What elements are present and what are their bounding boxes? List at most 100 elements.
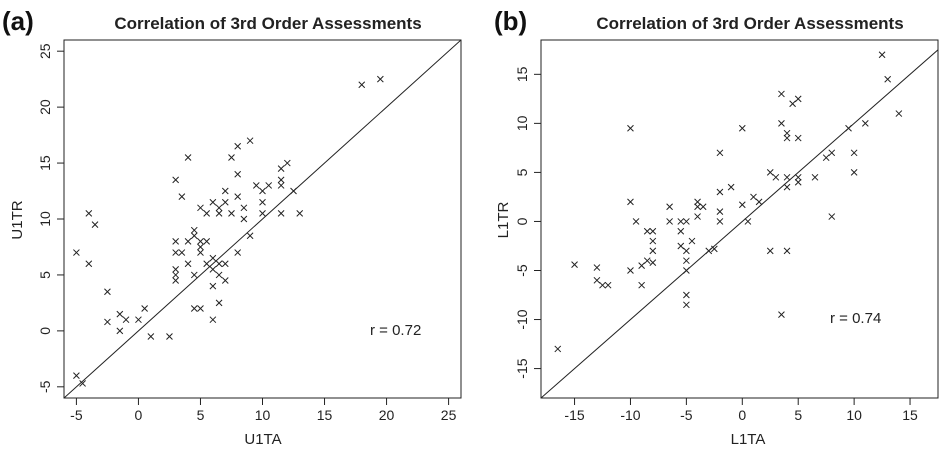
panel-a-data-point: [197, 238, 204, 245]
panel-b-data-point: [694, 203, 701, 211]
panel-a-data-point: [259, 210, 266, 217]
panel-b-data-point: [627, 124, 634, 132]
panel-a-data-point: [122, 316, 130, 324]
panel-a-x-tick-label: 15: [317, 407, 333, 423]
panel-a-data-point: [265, 182, 273, 189]
panel-a-data-point: [277, 165, 285, 173]
panel-b-y-tick-label: -10: [514, 309, 530, 329]
panel-b-data-point: [649, 227, 657, 235]
panel-a-identity-line: [64, 40, 461, 398]
panel-a-data-point: [184, 154, 192, 161]
panel-a-data-point: [116, 327, 124, 335]
panel-a-data-point: [178, 249, 186, 256]
panel-a-data-point: [172, 277, 180, 284]
panel-a-data-point: [290, 187, 297, 195]
panel-a-x-tick-label: 5: [197, 407, 205, 423]
panel-a-data-point: [277, 176, 285, 184]
panel-b-data-point: [895, 110, 903, 117]
panel-a-data-point: [104, 288, 111, 296]
panel-b-data-point: [683, 301, 690, 309]
panel-b-data-point: [783, 173, 791, 181]
panel-b-data-point: [710, 245, 718, 253]
panel-b-data-point: [632, 218, 640, 225]
panel-b-data-point: [649, 259, 657, 267]
panel-b-x-tick-label: -5: [680, 407, 693, 423]
panel-a-data-point: [209, 282, 217, 290]
panel-a-y-tick-label: 10: [37, 211, 53, 227]
panel-a-label: (a): [2, 6, 34, 36]
panel-a-data-point: [215, 210, 223, 217]
panel-b: (b) Correlation of 3rd Order Assessments…: [494, 6, 939, 448]
panel-a-data-point: [246, 232, 254, 240]
panel-b-data-point: [604, 281, 612, 289]
panel-b-x-tick-label: 0: [738, 407, 746, 423]
panel-a-data-point: [221, 260, 229, 268]
panel-b-data-point: [716, 218, 724, 225]
panel-b-data-point: [683, 218, 690, 225]
panel-b-data-point: [783, 129, 791, 137]
panel-a-x-axis-title: U1TA: [244, 431, 281, 448]
panel-b-data-point: [778, 90, 785, 98]
panel-b-data-point: [649, 247, 657, 255]
panel-b-data-point: [699, 203, 707, 211]
panel-a-data-point: [259, 198, 266, 206]
panel-b-data-point: [694, 198, 701, 206]
panel-a-data-point: [234, 193, 242, 200]
panel-b-data-point: [716, 149, 724, 157]
panel-a-data-point: [73, 372, 80, 379]
panel-a: (a) Correlation of 3rd Order Assessments…: [2, 6, 462, 448]
panel-b-identity-line: [541, 49, 938, 398]
panel-b-x-tick-label: 5: [794, 407, 802, 423]
panel-b-data-point: [705, 247, 713, 255]
panel-b-y-tick-label: 15: [514, 66, 530, 82]
panel-a-data-point: [184, 238, 192, 245]
panel-a-y-tick-label: -5: [37, 380, 53, 393]
panel-b-data-point: [593, 264, 601, 271]
panel-b-data-point: [794, 178, 802, 186]
panel-b-data-point: [649, 237, 657, 245]
panel-b-data-point: [571, 261, 578, 268]
panel-a-data-point: [377, 75, 384, 83]
panel-b-data-point: [627, 267, 634, 274]
panel-b-plot-frame: [540, 39, 939, 399]
panel-a-data-point: [259, 187, 266, 195]
panel-b-data-point: [766, 169, 774, 176]
panel-a-data-point: [234, 170, 242, 178]
panel-a-data-point: [178, 193, 186, 200]
panel-a-data-point: [104, 318, 111, 326]
panel-b-data-point: [861, 120, 869, 127]
panel-a-data-point: [197, 243, 204, 251]
panel-a-data-point: [221, 187, 229, 195]
panel-a-correlation-annotation: r = 0.72: [370, 322, 421, 339]
panel-b-data-point: [683, 291, 690, 299]
panel-a-data-point: [277, 210, 285, 217]
panel-a-data-point: [172, 265, 180, 273]
panel-b-data-point: [828, 149, 836, 157]
panel-b-data-point: [738, 201, 746, 209]
panel-b-y-tick-label: 10: [514, 115, 530, 131]
panel-b-data-point: [627, 198, 634, 206]
panel-b-data-point: [716, 188, 724, 196]
panel-a-data-point: [79, 380, 86, 387]
panel-a-data-point: [228, 210, 235, 217]
panel-a-data-point: [215, 299, 223, 307]
panel-a-data-point: [197, 305, 204, 312]
panel-b-data-point: [683, 267, 690, 274]
panel-a-data-point: [240, 215, 248, 223]
panel-b-data-point: [772, 173, 780, 181]
panel-b-data-point: [794, 134, 802, 142]
panel-a-data-point: [203, 210, 211, 217]
panel-a-data-point: [209, 316, 217, 324]
panel-a-data-point: [240, 204, 248, 212]
panel-b-data-point: [643, 227, 651, 235]
panel-a-data-point: [228, 154, 235, 161]
panel-b-data-point: [677, 218, 685, 225]
panel-b-data-point: [638, 262, 646, 269]
panel-a-data-point: [135, 316, 142, 324]
panel-b-correlation-annotation: r = 0.74: [830, 310, 881, 327]
panel-a-y-tick-label: 0: [37, 327, 53, 335]
panel-a-data-point: [190, 232, 198, 240]
panel-b-data-point: [845, 124, 852, 132]
panel-a-data-point: [184, 260, 192, 268]
panel-b-data-point: [738, 124, 746, 132]
